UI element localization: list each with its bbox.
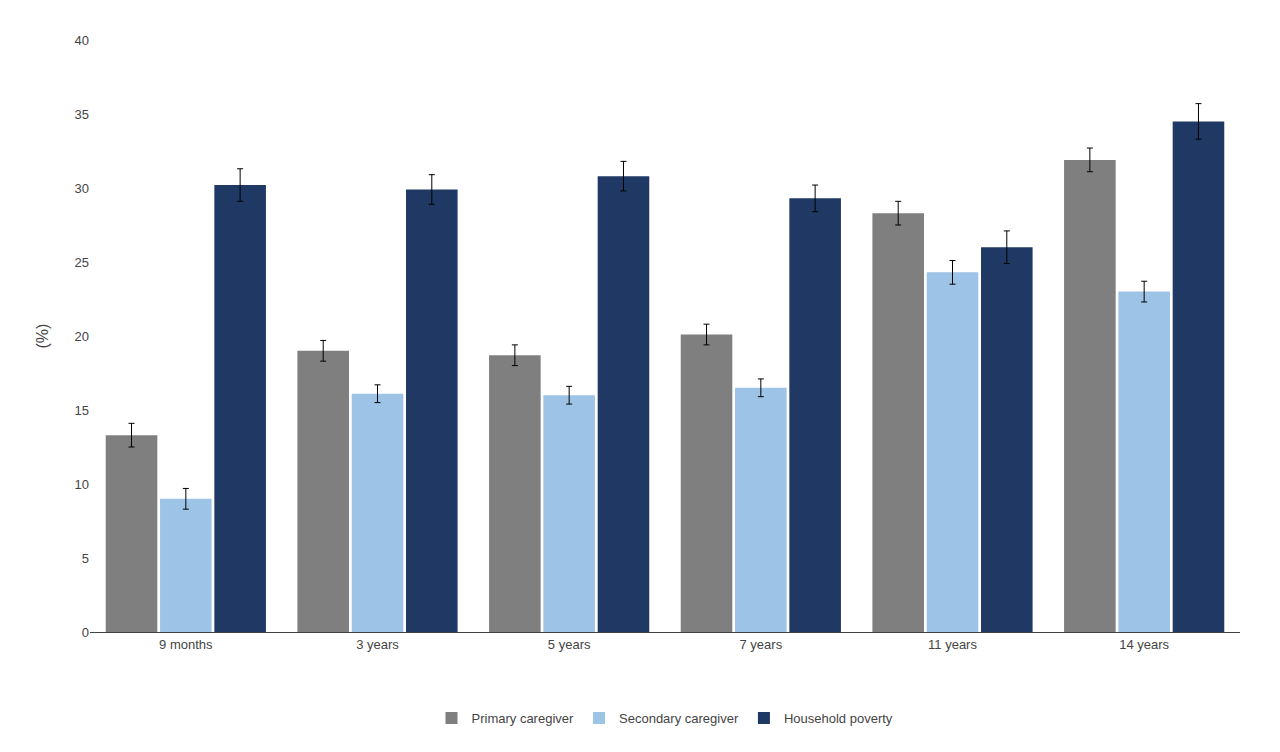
svg-text:20: 20	[75, 329, 89, 344]
svg-text:14 years: 14 years	[1119, 637, 1169, 652]
svg-text:11 years: 11 years	[928, 637, 977, 652]
svg-text:0: 0	[82, 625, 89, 640]
svg-text:(%): (%)	[34, 324, 51, 349]
svg-text:5 years: 5 years	[548, 637, 591, 652]
svg-text:Household poverty: Household poverty	[784, 711, 893, 726]
svg-text:3 years: 3 years	[356, 637, 399, 652]
svg-text:9 months: 9 months	[159, 637, 213, 652]
svg-text:5: 5	[82, 551, 89, 566]
svg-text:15: 15	[75, 403, 89, 418]
svg-text:35: 35	[75, 107, 89, 122]
svg-text:Primary caregiver: Primary caregiver	[472, 711, 575, 726]
svg-text:40: 40	[75, 33, 89, 48]
svg-text:30: 30	[75, 181, 89, 196]
svg-text:Secondary caregiver: Secondary caregiver	[619, 711, 739, 726]
svg-text:7 years: 7 years	[740, 637, 783, 652]
svg-text:10: 10	[75, 477, 89, 492]
svg-text:25: 25	[75, 255, 89, 270]
